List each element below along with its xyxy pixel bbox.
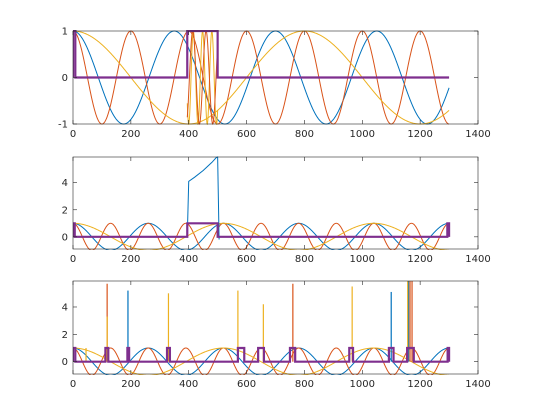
plot-area — [73, 157, 478, 249]
x-tick-label: 400 — [179, 129, 198, 140]
plot-area — [73, 281, 478, 374]
series-line-1 — [73, 222, 450, 250]
y-tick-label: 4 — [62, 302, 68, 313]
x-tick-label: 0 — [70, 129, 76, 140]
y-tick-label: 2 — [62, 330, 68, 341]
x-tick-label: 600 — [237, 254, 256, 265]
axes-frame — [72, 280, 479, 375]
x-tick-label: 400 — [179, 379, 198, 390]
x-tick-label: 1000 — [350, 379, 375, 390]
axes-2: 0 200 400 600 800 1000 1200 1400 0 2 4 — [62, 156, 491, 265]
series-line-3 — [73, 30, 450, 125]
y-tick-label: 1 — [62, 27, 68, 38]
x-tick-label: 200 — [121, 254, 140, 265]
x-tick-label: 1400 — [465, 379, 490, 390]
x-tick-label: 600 — [237, 129, 256, 140]
series-line-1 — [73, 347, 450, 375]
axes-1: 0 200 400 600 800 1000 1200 1400-101 — [58, 27, 491, 141]
x-tick-label: 1000 — [350, 129, 375, 140]
y-tick-label: 4 — [62, 178, 68, 189]
x-tick-label: 1200 — [407, 129, 432, 140]
y-tick-label: 0 — [62, 232, 68, 243]
x-tick-label: 200 — [121, 129, 140, 140]
series-line-1 — [73, 30, 450, 125]
series-line-3 — [73, 347, 450, 375]
axes-frame — [72, 156, 479, 250]
x-tick-label: 200 — [121, 379, 140, 390]
series-group — [73, 156, 451, 250]
x-tick-label: 0 — [70, 254, 76, 265]
y-tick-label: 0 — [62, 357, 68, 368]
x-tick-label: 1200 — [407, 379, 432, 390]
y-tick-label: -1 — [58, 120, 68, 131]
axes-3: 0 200 400 600 800 1000 1200 1400 0 2 4 — [62, 280, 491, 390]
gate-line — [73, 346, 451, 363]
gate-line — [73, 222, 451, 238]
x-tick-label: 1000 — [350, 254, 375, 265]
y-tick-label: 2 — [62, 205, 68, 216]
x-tick-label: 800 — [295, 254, 314, 265]
x-tick-label: 800 — [295, 129, 314, 140]
x-tick-label: 1200 — [407, 254, 432, 265]
x-tick-label: 800 — [295, 379, 314, 390]
x-tick-label: 600 — [237, 379, 256, 390]
y-tick-label: 0 — [62, 73, 68, 84]
series-line-2 — [73, 222, 450, 250]
x-tick-label: 400 — [179, 254, 198, 265]
x-tick-label: 1400 — [465, 254, 490, 265]
series-group — [73, 281, 451, 375]
x-tick-label: 0 — [70, 379, 76, 390]
x-tick-label: 1400 — [465, 129, 490, 140]
